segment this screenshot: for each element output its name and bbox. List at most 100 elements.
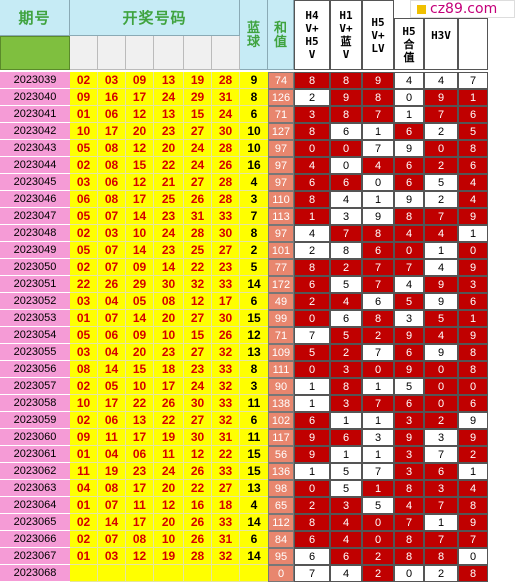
v-value-cell: 9	[362, 72, 394, 89]
header-h4v-1: H4	[305, 9, 319, 22]
blue-number-cell: 7	[240, 208, 268, 225]
red-number-cell: 07	[98, 259, 126, 276]
sum-cell: 90	[268, 378, 294, 395]
v-value-cell: 4	[458, 191, 488, 208]
table-row: 2023066 02 07 08 10 26 31 6 84 6 4 0 8 7 7	[0, 531, 490, 548]
red-number-cell: 14	[126, 310, 154, 327]
sum-cell: 136	[268, 463, 294, 480]
red-number-cell: 03	[70, 293, 98, 310]
v-value-cell: 2	[330, 344, 362, 361]
header-h5sum-3: 值	[403, 50, 415, 64]
issue-cell: 2023065	[0, 514, 70, 531]
red-number-cell: 01	[70, 310, 98, 327]
red-number-cell: 20	[154, 514, 184, 531]
blue-number-cell: 8	[240, 361, 268, 378]
v-value-cell: 4	[394, 72, 424, 89]
issue-cell: 2023057	[0, 378, 70, 395]
blue-number-cell: 12	[240, 327, 268, 344]
v-value-cell: 7	[362, 140, 394, 157]
red-number-cell: 26	[154, 395, 184, 412]
issue-cell: 2023053	[0, 310, 70, 327]
header-sum-2: 值	[273, 33, 287, 49]
red-number-cell: 32	[212, 344, 240, 361]
red-number-cell: 05	[98, 378, 126, 395]
red-number-cell: 29	[126, 276, 154, 293]
number-filter-cell	[184, 36, 212, 70]
red-number-cell: 17	[126, 480, 154, 497]
v-value-cell: 9	[458, 412, 488, 429]
blue-number-cell: 13	[240, 480, 268, 497]
v-value-cell: 6	[394, 344, 424, 361]
v-value-cell: 2	[294, 293, 330, 310]
v-value-cell: 2	[424, 412, 458, 429]
v-value-cell: 7	[424, 497, 458, 514]
v-value-cell: 8	[394, 208, 424, 225]
v-value-cell: 8	[294, 72, 330, 89]
red-number-cell: 23	[212, 259, 240, 276]
red-number-cell: 24	[184, 378, 212, 395]
v-value-cell: 9	[424, 344, 458, 361]
red-number-cell: 01	[70, 446, 98, 463]
v-value-cell: 7	[330, 225, 362, 242]
v-value-cell: 1	[458, 463, 488, 480]
blue-number-cell: 14	[240, 276, 268, 293]
v-value-cell: 8	[330, 106, 362, 123]
red-number-cell: 23	[154, 208, 184, 225]
blue-number-cell: 8	[240, 89, 268, 106]
red-number-cell: 23	[154, 242, 184, 259]
v-value-cell: 3	[458, 276, 488, 293]
issue-cell: 2023056	[0, 361, 70, 378]
blue-number-cell: 2	[240, 242, 268, 259]
red-number-cell: 08	[70, 361, 98, 378]
red-number-cell: 02	[70, 531, 98, 548]
red-number-cell: 30	[154, 276, 184, 293]
sum-cell: 102	[268, 412, 294, 429]
table-row: 2023060 09 11 17 19 30 31 11 117 9 6 3 9 3 9	[0, 429, 490, 446]
v-value-cell: 1	[294, 463, 330, 480]
sum-cell: 112	[268, 514, 294, 531]
issue-cell: 2023041	[0, 106, 70, 123]
header-h5sum-1: H5	[402, 24, 416, 38]
v-value-cell: 8	[294, 123, 330, 140]
v-value-cell: 3	[330, 208, 362, 225]
sum-cell: 172	[268, 276, 294, 293]
v-value-cell: 0	[294, 480, 330, 497]
v-value-cell: 0	[294, 361, 330, 378]
issue-cell: 2023040	[0, 89, 70, 106]
v-value-cell: 9	[458, 327, 488, 344]
v-value-cell: 1	[330, 446, 362, 463]
v-value-cell: 0	[424, 378, 458, 395]
red-number-cell: 22	[154, 412, 184, 429]
v-value-cell: 6	[458, 106, 488, 123]
red-number-cell: 12	[126, 140, 154, 157]
red-number-cell: 05	[70, 327, 98, 344]
red-number-cell: 22	[126, 395, 154, 412]
red-number-cell: 23	[154, 344, 184, 361]
v-value-cell: 1	[330, 412, 362, 429]
v-value-cell: 3	[394, 463, 424, 480]
blue-number-cell: 6	[240, 531, 268, 548]
v-value-cell: 6	[424, 463, 458, 480]
red-number-cell: 13	[154, 72, 184, 89]
red-number-cell: 27	[184, 174, 212, 191]
red-number-cell: 33	[212, 208, 240, 225]
table-row: 2023049 05 07 14 23 25 27 2 101 2 8 6 0 1 0	[0, 242, 490, 259]
blue-number-cell: 13	[240, 344, 268, 361]
red-number-cell: 06	[98, 174, 126, 191]
red-number-cell: 26	[184, 514, 212, 531]
v-value-cell: 8	[458, 361, 488, 378]
v-value-cell: 3	[394, 412, 424, 429]
red-number-cell: 24	[184, 157, 212, 174]
header-h5sum: H5 合 值	[394, 18, 424, 70]
red-number-cell: 33	[212, 361, 240, 378]
v-value-cell: 1	[458, 89, 488, 106]
v-value-cell: 0	[458, 378, 488, 395]
red-number-cell: 26	[184, 191, 212, 208]
v-value-cell: 5	[362, 497, 394, 514]
v-value-cell: 1	[362, 446, 394, 463]
v-value-cell: 2	[330, 259, 362, 276]
red-number-cell: 14	[126, 208, 154, 225]
v-value-cell: 6	[330, 174, 362, 191]
v-value-cell: 7	[458, 72, 488, 89]
header-h1v-3: 蓝	[340, 35, 352, 48]
